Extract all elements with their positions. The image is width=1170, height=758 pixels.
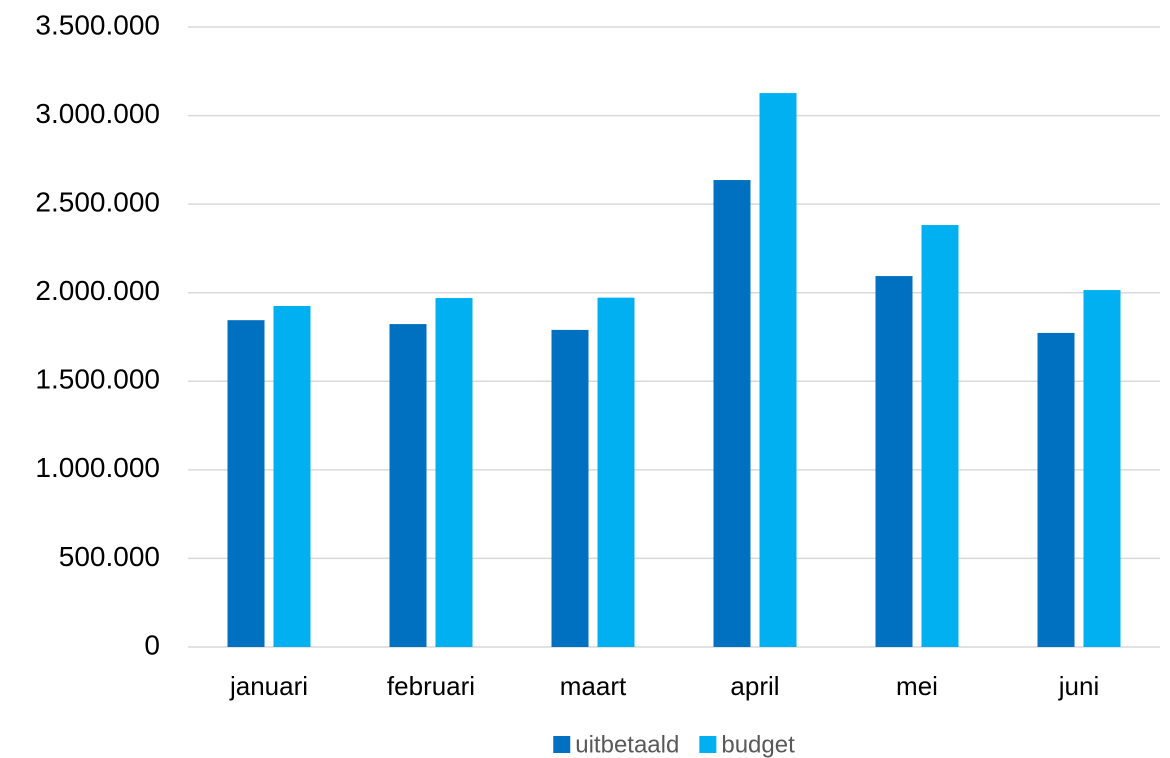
bar	[435, 298, 473, 647]
y-tick-label: 1.500.000	[35, 364, 160, 395]
y-tick-label: 3.500.000	[35, 9, 160, 40]
bar	[713, 180, 751, 647]
x-tick-label: februari	[387, 671, 475, 701]
bar	[1037, 332, 1075, 647]
bar	[389, 324, 427, 647]
y-tick-label: 2.000.000	[35, 275, 160, 306]
legend-swatch	[699, 736, 717, 753]
legend-swatch	[553, 736, 571, 753]
bar	[921, 225, 959, 647]
bar	[597, 297, 635, 647]
x-tick-label: maart	[560, 671, 627, 701]
bar	[875, 276, 913, 647]
y-tick-label: 500.000	[59, 541, 160, 572]
y-tick-label: 1.000.000	[35, 452, 160, 483]
bar	[273, 306, 311, 647]
x-tick-label: mei	[896, 671, 938, 701]
y-tick-label: 3.000.000	[35, 98, 160, 129]
bar	[759, 93, 797, 648]
x-tick-label: januari	[229, 671, 308, 701]
y-tick-label: 2.500.000	[35, 187, 160, 218]
bar	[1083, 290, 1121, 647]
x-tick-label: juni	[1058, 671, 1099, 701]
legend-label: budget	[721, 731, 795, 758]
y-tick-label: 0	[144, 629, 160, 660]
legend-label: uitbetaald	[575, 731, 679, 758]
bar	[551, 329, 589, 647]
bar	[227, 320, 265, 647]
x-tick-label: april	[730, 671, 779, 701]
